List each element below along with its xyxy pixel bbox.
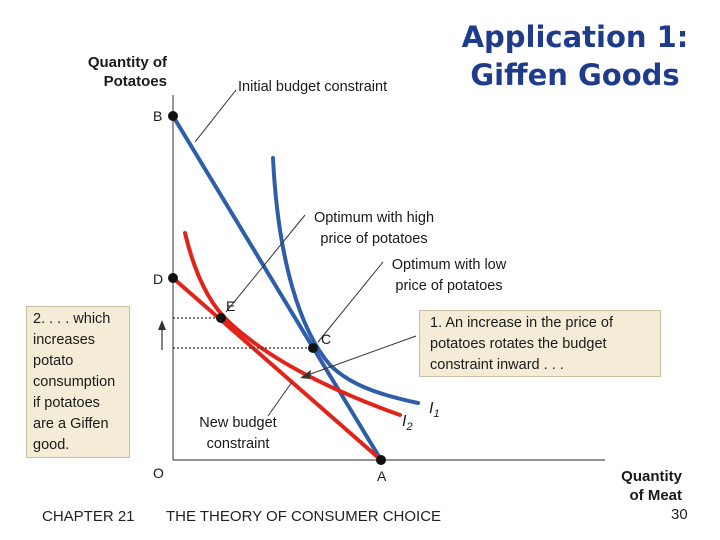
slide-title: Application 1: Giffen Goods <box>440 18 710 94</box>
leader-initial-budget <box>194 89 237 143</box>
curve-label-i2-letter: I <box>402 413 407 430</box>
indifference-curve-i1 <box>271 156 420 405</box>
y-axis-title-line2: Potatoes <box>103 73 167 90</box>
explanation-box-giffen-line3: potato <box>33 353 74 369</box>
curve-label-i2-sub: 2 <box>406 421 413 434</box>
explanation-box-giffen-line6: are a Giffen <box>33 416 109 432</box>
rotation-arrow-head <box>300 370 311 379</box>
explanation-box-price-increase-line1: 1. An increase in the price of <box>430 315 613 331</box>
x-axis-title-line2: of Meat <box>629 487 683 504</box>
explanation-box-giffen-line5: if potatoes <box>33 395 100 411</box>
callout-new-budget: New budget constraint <box>192 413 284 455</box>
point-b-dot <box>168 111 178 121</box>
y-axis-title: Quantity of Potatoes <box>85 53 167 91</box>
curve-label-i1-sub: 1 <box>433 408 440 421</box>
explanation-box-price-increase-line3: constraint inward . . . <box>430 357 564 373</box>
callout-optimum-low-line1: Optimum with low <box>391 257 507 273</box>
footer-chapter: CHAPTER 21 <box>42 508 135 525</box>
point-a-label: A <box>377 468 387 484</box>
increase-arrow-head <box>158 320 166 330</box>
point-e-label: E <box>226 298 236 314</box>
indifference-curve-i2 <box>183 231 402 417</box>
explanation-box-price-increase-line2: potatoes rotates the budget <box>430 336 607 352</box>
callout-optimum-low-line2: price of potatoes <box>395 278 503 294</box>
explanation-box-giffen: 2. . . . which increases potato consumpt… <box>26 306 130 458</box>
callout-optimum-low: Optimum with low price of potatoes <box>382 255 516 297</box>
x-axis-title-line1: Quantity <box>621 468 682 485</box>
explanation-box-giffen-line2: increases <box>33 332 96 348</box>
slide-title-line2: Giffen Goods <box>470 58 680 92</box>
leader-new-budget <box>267 381 293 417</box>
y-axis-title-line1: Quantity of <box>87 54 167 71</box>
callout-optimum-high-line1: Optimum with high <box>313 210 435 226</box>
curve-label-i1-letter: I <box>429 400 434 417</box>
origin-label: O <box>153 465 164 481</box>
explanation-box-giffen-line1: 2. . . . which <box>33 311 111 327</box>
explanation-box-giffen-line7: good. <box>33 437 70 453</box>
x-axis-title: Quantity of Meat <box>600 467 682 505</box>
slide-title-line1: Application 1: <box>461 20 689 54</box>
point-c-label: C <box>321 331 332 347</box>
point-e-dot <box>216 313 226 323</box>
callout-new-budget-line2: constraint <box>206 436 270 452</box>
leader-optimum-low <box>317 261 384 343</box>
point-d-dot <box>168 273 178 283</box>
curve-label-i1: I1 <box>429 400 440 420</box>
point-a-dot <box>376 455 386 465</box>
footer-subject: THE THEORY OF CONSUMER CHOICE <box>166 508 442 525</box>
callout-new-budget-line1: New budget <box>199 415 277 431</box>
new-budget-line <box>171 276 383 462</box>
callout-optimum-high: Optimum with high price of potatoes <box>306 208 442 250</box>
explanation-box-price-increase: 1. An increase in the price of potatoes … <box>419 310 661 377</box>
point-d-label: D <box>153 271 164 287</box>
point-c-dot <box>308 343 318 353</box>
leader-rotation-arrow <box>304 335 417 377</box>
point-b-label: B <box>153 108 163 124</box>
callout-optimum-high-line2: price of potatoes <box>320 231 428 247</box>
curve-label-i2: I2 <box>402 413 413 433</box>
callout-initial-budget: Initial budget constraint <box>238 79 388 95</box>
explanation-box-giffen-line4: consumption <box>33 374 116 390</box>
page-number: 30 <box>671 506 688 523</box>
initial-budget-line <box>171 114 383 462</box>
leader-optimum-high <box>225 214 306 313</box>
